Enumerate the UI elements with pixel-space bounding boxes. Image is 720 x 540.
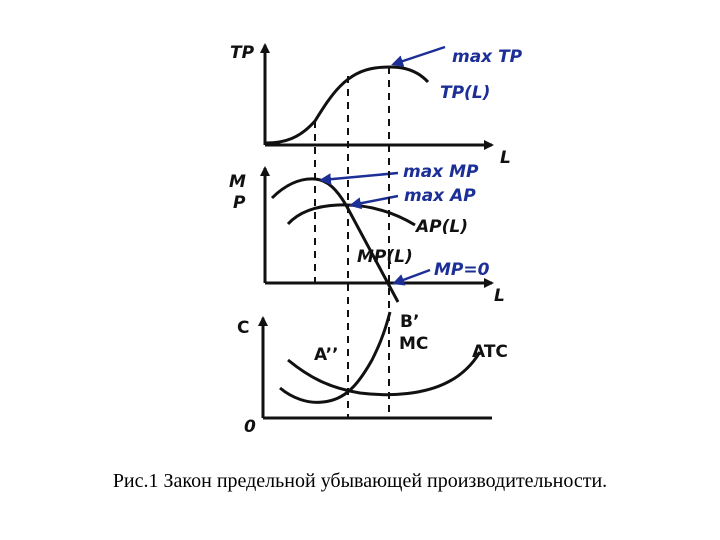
mp-curve-label: MP(L) bbox=[357, 247, 413, 267]
guide-lines bbox=[314, 67, 390, 418]
atc-curve bbox=[287, 351, 482, 397]
mp-y-axis-label-p: P bbox=[233, 193, 246, 213]
ap-curve bbox=[286, 203, 416, 227]
max-mp-label: max MP bbox=[403, 162, 479, 182]
atc-label: ATC bbox=[472, 342, 508, 362]
tp-curve-label: TP(L) bbox=[440, 83, 490, 103]
tp-panel: TP L max TP TP(L) bbox=[230, 43, 523, 168]
cost-origin-label: 0 bbox=[244, 417, 256, 437]
mc-label: MC bbox=[399, 334, 428, 354]
max-tp-arrow bbox=[391, 45, 446, 67]
b-prime-label: B’ bbox=[400, 312, 419, 332]
tp-y-axis-label: TP bbox=[230, 43, 255, 63]
max-mp-arrow bbox=[319, 171, 399, 186]
mp-x-axis-label: L bbox=[494, 286, 505, 306]
cost-panel: C 0 B’ MC A’’ ATC bbox=[237, 311, 508, 437]
a-double-prime-label: A’’ bbox=[314, 345, 339, 365]
mp-y-axis-label-m: M bbox=[229, 172, 246, 192]
ap-curve-label: AP(L) bbox=[414, 217, 468, 237]
max-tp-label: max TP bbox=[452, 47, 523, 67]
mc-curve bbox=[279, 311, 392, 404]
max-ap-label: max AP bbox=[404, 186, 476, 206]
tp-curve bbox=[265, 65, 430, 145]
mp-zero-label: MP=0 bbox=[434, 260, 490, 280]
mp-panel: M P L max MP max AP AP(L) MP(L) MP=0 bbox=[229, 162, 505, 306]
cost-y-axis-label: C bbox=[237, 318, 249, 338]
mp-zero-arrow bbox=[392, 268, 431, 286]
tp-x-axis-label: L bbox=[500, 148, 511, 168]
figure-caption: Рис.1 Закон предельной убывающей произво… bbox=[112, 470, 608, 492]
max-ap-arrow bbox=[349, 194, 399, 210]
